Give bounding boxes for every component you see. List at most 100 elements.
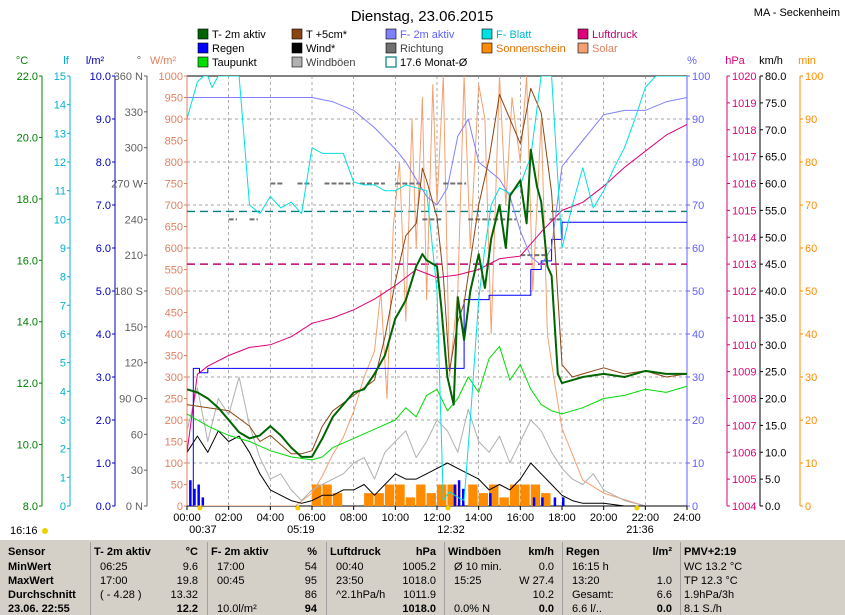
tick-label-rain-6: 4.0: [96, 329, 111, 341]
xtick-label-2: 04:00: [257, 512, 285, 524]
tick-label-hum-7: 30: [692, 372, 704, 384]
tick-label-press-14: 1006: [732, 447, 756, 459]
stats-column-0: Sensor MinWert MaxWert Durchschnitt 23.06. 2…: [8, 540, 88, 615]
tick-label-lf-12: 3: [60, 415, 66, 427]
tick-label-press-11: 1009: [732, 367, 756, 379]
stats-cell-6-3: 8.1 S./h: [684, 603, 722, 615]
tick-label-solar-17: 150: [165, 437, 183, 449]
tick-label-speed-5: 55.0: [765, 205, 786, 217]
tick-label-solar-5: 750: [165, 179, 183, 191]
stats-cell-0-0: MinWert: [8, 561, 52, 573]
tick-label-speed-11: 25.0: [765, 367, 786, 379]
tick-label-speed-7: 45.0: [765, 259, 786, 271]
tick-label-solar-1: 950: [165, 93, 183, 105]
stats-header-label-2: F- 2m aktiv: [211, 546, 269, 558]
tick-label-solar-9: 550: [165, 265, 183, 277]
stats-cell-0-2: Durchschnitt: [8, 589, 76, 601]
tick-label-min-9: 10: [805, 458, 817, 470]
weather-chart: Dienstag, 23.06.2015 MA - Seckenheim T- 2m…: [10, 7, 840, 537]
bar-sonnenschein-8: [416, 484, 426, 506]
stats-column-2: F- 2m aktiv% 17:00 54 00:45 95 86 10.0l/m² 94: [211, 540, 323, 615]
stats-row-4-1: 15:25 W 27.4: [448, 574, 560, 588]
stats-cell-5-3-b: 0.0: [656, 603, 672, 615]
stats-row-2-1: 00:45 95: [211, 574, 323, 588]
stats-row-3-3: 1018.0: [330, 602, 442, 615]
stats-cell-2-1-b: 95: [304, 575, 317, 587]
series-f-blatt: [187, 76, 687, 501]
stats-row-5-2: Gesamt: 6.6: [566, 588, 678, 602]
xtick-label-11: 22:00: [632, 512, 660, 524]
legend-swatch-0: [197, 28, 209, 40]
bar-sonnenschein-13: [468, 484, 478, 506]
stats-cell-4-3-b: 0.0: [538, 603, 554, 615]
legend-label-10: Taupunkt: [212, 57, 257, 69]
stats-row-5-0: 16:15 h: [566, 560, 678, 574]
legend-label-8: Sonnenschein: [496, 43, 566, 55]
tick-label-lf-13: 2: [60, 444, 66, 456]
tick-label-dir-6: 180 S: [114, 286, 143, 298]
stats-column-1: T- 2m aktiv °C 06:25 9.6 17:00 19.8( - 4.28 )…: [94, 540, 204, 615]
stats-column-4: Windböen km/h Ø 10 min. 0.0 15:25 W 27.4 10.2 0…: [448, 540, 560, 615]
axis-unit-speed: km/h: [759, 55, 783, 67]
stats-cell-1-0-b: 9.6: [182, 561, 198, 573]
tick-label-temp-0: 22.0: [17, 71, 38, 83]
bar-sonnenschein-4: [374, 493, 384, 506]
bar-regen-balken-11: [562, 497, 565, 506]
stats-row-1-0: 06:25 9.6: [94, 560, 204, 574]
axis-unit-lf: lf: [63, 55, 69, 67]
marker-dot-0: [197, 505, 203, 511]
marker-label-1: 05:19: [287, 524, 315, 536]
tick-label-lf-14: 1: [60, 472, 66, 484]
stats-cell-1-0-a: 06:25: [100, 561, 128, 573]
sunrise-label: 16:16: [10, 525, 38, 537]
marker-dot-3: [634, 505, 640, 511]
tick-label-lf-7: 8: [60, 272, 66, 284]
tick-label-press-12: 1008: [732, 394, 756, 406]
tick-label-press-6: 1014: [732, 232, 756, 244]
tick-label-press-7: 1013: [732, 259, 756, 271]
bar-sonnenschein-0: [312, 484, 322, 506]
tick-label-dir-12: 0 N: [126, 501, 143, 513]
stats-header-1: T- 2m aktiv °C: [94, 545, 204, 559]
tick-label-dir-11: 30: [131, 465, 143, 477]
series-t-2m-aktiv: [187, 148, 687, 458]
stats-cell-5-2-a: Gesamt:: [572, 589, 614, 601]
tick-label-lf-6: 9: [60, 243, 66, 255]
tick-label-press-16: 1004: [732, 501, 756, 513]
page-title: Dienstag, 23.06.2015: [351, 8, 494, 25]
tick-label-speed-12: 20.0: [765, 394, 786, 406]
xtick-label-4: 08:00: [340, 512, 368, 524]
tick-label-rain-4: 6.0: [96, 243, 111, 255]
axis-unit-solar: W/m²: [150, 55, 177, 67]
tick-label-lf-8: 7: [60, 300, 66, 312]
stats-cell-3-3-b: 1018.0: [402, 603, 436, 615]
stats-row-0-3: 23.06. 22:55: [8, 602, 88, 615]
tick-label-speed-3: 65.0: [765, 152, 786, 164]
marker-label-3: 21:36: [626, 524, 654, 536]
tick-label-lf-15: 0: [60, 501, 66, 513]
tick-label-solar-8: 600: [165, 243, 183, 255]
xtick-label-9: 18:00: [548, 512, 576, 524]
tick-label-hum-8: 20: [692, 415, 704, 427]
tick-label-press-10: 1010: [732, 340, 756, 352]
axis-unit-rain: l/m²: [86, 55, 105, 67]
marker-label-0: 00:37: [189, 524, 217, 536]
stats-cell-4-2-b: 10.2: [532, 589, 554, 601]
tick-label-rain-2: 8.0: [96, 157, 111, 169]
series-solar: [187, 76, 687, 506]
marker-label-2: 12:32: [437, 524, 465, 536]
tick-label-rain-0: 10.0: [90, 71, 111, 83]
tick-label-lf-5: 10: [54, 214, 66, 226]
legend-label-11: Windböen: [306, 57, 356, 69]
tick-label-press-15: 1005: [732, 474, 756, 486]
stats-header-unit-5: l/m²: [652, 546, 672, 558]
stats-cell-2-3-b: 94: [304, 603, 317, 615]
tick-label-rain-7: 3.0: [96, 372, 111, 384]
stats-header-5: Regen l/m²: [566, 545, 678, 559]
stats-header-2: F- 2m aktiv%: [211, 545, 323, 559]
stats-header-label-6: PMV+2:19: [684, 546, 737, 558]
stats-header-label-5: Regen: [566, 546, 600, 558]
stats-row-0-2: Durchschnitt: [8, 588, 88, 602]
tick-label-min-0: 100: [805, 71, 823, 83]
tick-label-min-5: 50: [805, 286, 817, 298]
